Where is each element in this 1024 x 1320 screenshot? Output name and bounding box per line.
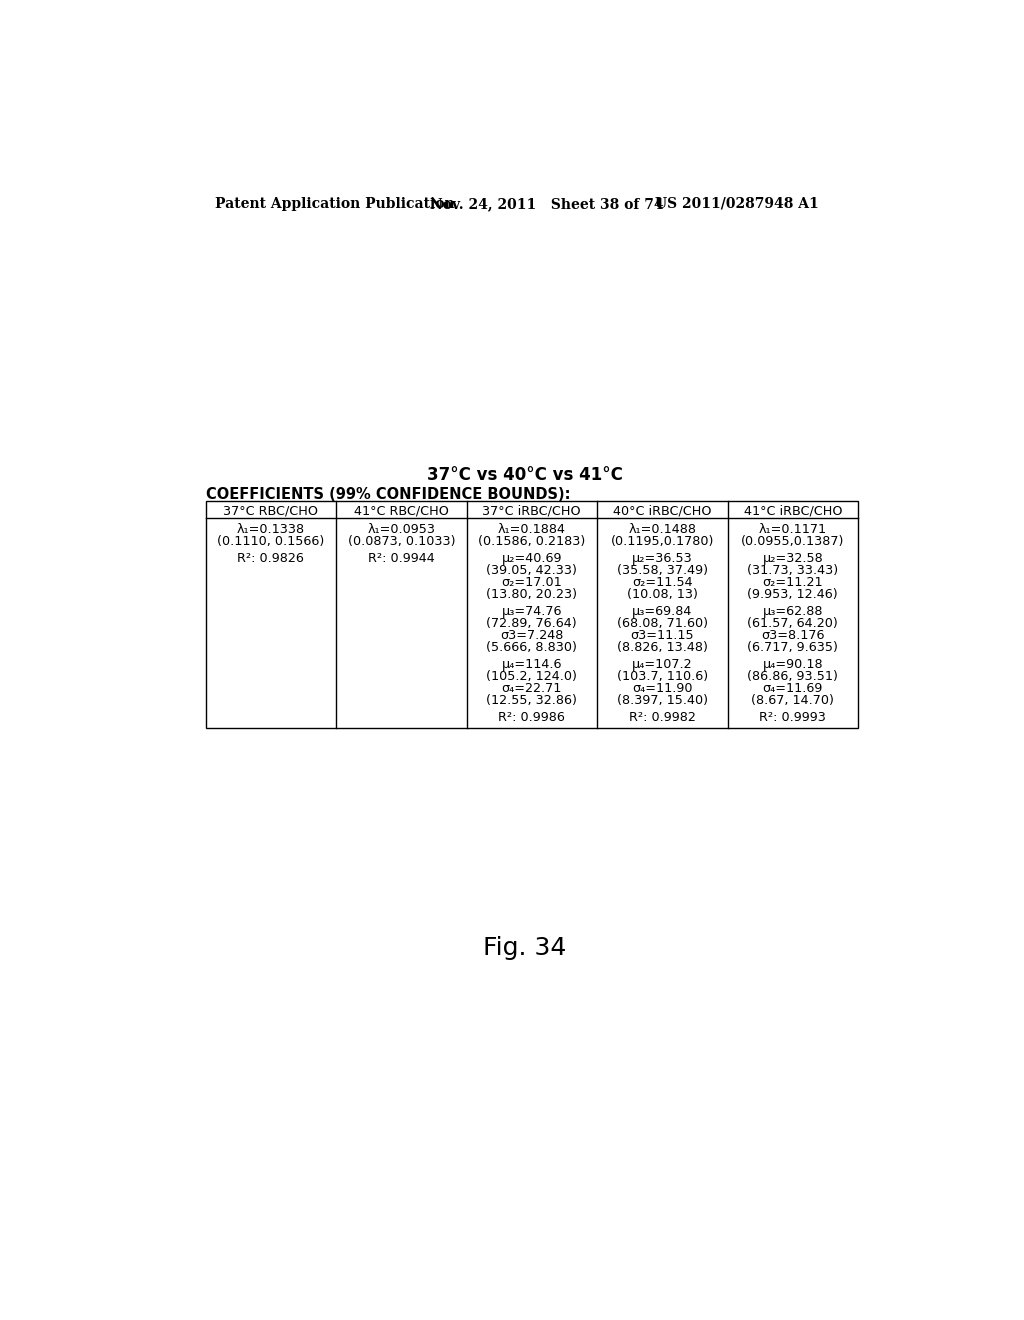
Text: (8.826, 13.48): (8.826, 13.48) bbox=[616, 640, 708, 653]
Text: (10.08, 13): (10.08, 13) bbox=[627, 587, 697, 601]
Text: μ₄=114.6: μ₄=114.6 bbox=[502, 659, 562, 671]
Text: (105.2, 124.0): (105.2, 124.0) bbox=[486, 671, 578, 682]
Text: μ₂=32.58: μ₂=32.58 bbox=[763, 552, 823, 565]
Text: (9.953, 12.46): (9.953, 12.46) bbox=[748, 587, 838, 601]
Text: (39.05, 42.33): (39.05, 42.33) bbox=[486, 564, 578, 577]
Text: (0.1195,0.1780): (0.1195,0.1780) bbox=[610, 535, 714, 548]
Text: (35.58, 37.49): (35.58, 37.49) bbox=[616, 564, 708, 577]
Text: (68.08, 71.60): (68.08, 71.60) bbox=[616, 616, 708, 630]
Text: R²: 0.9993: R²: 0.9993 bbox=[760, 711, 826, 725]
Text: 41°C iRBC/CHO: 41°C iRBC/CHO bbox=[743, 504, 842, 517]
Text: σ₂=11.21: σ₂=11.21 bbox=[763, 576, 823, 589]
Text: (31.73, 33.43): (31.73, 33.43) bbox=[748, 564, 839, 577]
Text: Fig. 34: Fig. 34 bbox=[483, 936, 566, 960]
Text: 40°C iRBC/CHO: 40°C iRBC/CHO bbox=[613, 504, 712, 517]
Text: σ3=8.176: σ3=8.176 bbox=[761, 628, 824, 642]
Text: (12.55, 32.86): (12.55, 32.86) bbox=[486, 694, 578, 708]
Text: μ₃=62.88: μ₃=62.88 bbox=[763, 605, 823, 618]
Text: R²: 0.9982: R²: 0.9982 bbox=[629, 711, 695, 725]
Text: (72.89, 76.64): (72.89, 76.64) bbox=[486, 616, 578, 630]
Text: μ₄=107.2: μ₄=107.2 bbox=[632, 659, 692, 671]
Text: Patent Application Publication: Patent Application Publication bbox=[215, 197, 455, 211]
Text: (8.67, 14.70): (8.67, 14.70) bbox=[752, 694, 835, 708]
Text: σ3=11.15: σ3=11.15 bbox=[631, 628, 694, 642]
Bar bbox=[206, 502, 858, 727]
Text: R²: 0.9826: R²: 0.9826 bbox=[238, 552, 304, 565]
Text: μ₂=40.69: μ₂=40.69 bbox=[502, 552, 562, 565]
Text: COEFFICIENTS (99% CONFIDENCE BOUNDS):: COEFFICIENTS (99% CONFIDENCE BOUNDS): bbox=[206, 487, 570, 502]
Text: (5.666, 8.830): (5.666, 8.830) bbox=[486, 640, 578, 653]
Text: λ₁=0.1488: λ₁=0.1488 bbox=[629, 523, 696, 536]
Text: 37°C RBC/CHO: 37°C RBC/CHO bbox=[223, 504, 318, 517]
Text: 37°C iRBC/CHO: 37°C iRBC/CHO bbox=[482, 504, 581, 517]
Text: 41°C RBC/CHO: 41°C RBC/CHO bbox=[354, 504, 449, 517]
Text: (13.80, 20.23): (13.80, 20.23) bbox=[486, 587, 578, 601]
Text: μ₂=36.53: μ₂=36.53 bbox=[632, 552, 692, 565]
Text: σ₂=17.01: σ₂=17.01 bbox=[502, 576, 562, 589]
Text: σ3=7.248: σ3=7.248 bbox=[500, 628, 563, 642]
Text: R²: 0.9986: R²: 0.9986 bbox=[499, 711, 565, 725]
Text: 37°C vs 40°C vs 41°C: 37°C vs 40°C vs 41°C bbox=[427, 466, 623, 484]
Text: US 2011/0287948 A1: US 2011/0287948 A1 bbox=[655, 197, 819, 211]
Text: (103.7, 110.6): (103.7, 110.6) bbox=[616, 671, 708, 682]
Text: μ₃=74.76: μ₃=74.76 bbox=[502, 605, 562, 618]
Text: σ₄=11.90: σ₄=11.90 bbox=[632, 682, 692, 696]
Text: λ₁=0.1884: λ₁=0.1884 bbox=[498, 523, 566, 536]
Text: (6.717, 9.635): (6.717, 9.635) bbox=[748, 640, 839, 653]
Text: σ₄=11.69: σ₄=11.69 bbox=[763, 682, 823, 696]
Text: σ₄=22.71: σ₄=22.71 bbox=[502, 682, 562, 696]
Text: μ₄=90.18: μ₄=90.18 bbox=[763, 659, 823, 671]
Text: (0.0873, 0.1033): (0.0873, 0.1033) bbox=[347, 535, 455, 548]
Text: (61.57, 64.20): (61.57, 64.20) bbox=[748, 616, 839, 630]
Text: (0.1110, 0.1566): (0.1110, 0.1566) bbox=[217, 535, 325, 548]
Text: (0.1586, 0.2183): (0.1586, 0.2183) bbox=[478, 535, 586, 548]
Text: λ₁=0.1171: λ₁=0.1171 bbox=[759, 523, 826, 536]
Text: λ₁=0.0953: λ₁=0.0953 bbox=[368, 523, 435, 536]
Text: σ₂=11.54: σ₂=11.54 bbox=[632, 576, 692, 589]
Text: (0.0955,0.1387): (0.0955,0.1387) bbox=[741, 535, 845, 548]
Text: μ₃=69.84: μ₃=69.84 bbox=[632, 605, 692, 618]
Text: R²: 0.9944: R²: 0.9944 bbox=[368, 552, 434, 565]
Text: (86.86, 93.51): (86.86, 93.51) bbox=[748, 671, 839, 682]
Text: (8.397, 15.40): (8.397, 15.40) bbox=[616, 694, 708, 708]
Text: Nov. 24, 2011   Sheet 38 of 74: Nov. 24, 2011 Sheet 38 of 74 bbox=[430, 197, 664, 211]
Text: λ₁=0.1338: λ₁=0.1338 bbox=[237, 523, 305, 536]
